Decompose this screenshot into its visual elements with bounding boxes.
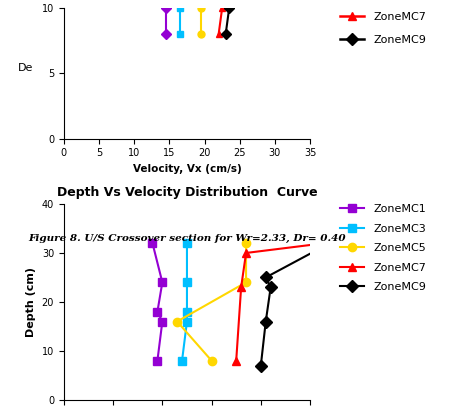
ZoneMC3 bbox=[179, 358, 184, 363]
ZoneMC9 bbox=[326, 241, 332, 246]
ZoneMC1 bbox=[159, 319, 165, 324]
ZoneMC3 bbox=[184, 241, 189, 246]
Y-axis label: Depth (cm): Depth (cm) bbox=[26, 267, 36, 337]
Text: Figure 8. U/S Crossover section for Wr=2.33, Dr= 0.40: Figure 8. U/S Crossover section for Wr=2… bbox=[28, 234, 345, 243]
ZoneMC3 bbox=[184, 280, 189, 285]
Line: ZoneMC3: ZoneMC3 bbox=[177, 239, 191, 365]
ZoneMC1 bbox=[154, 358, 160, 363]
ZoneMC1 bbox=[149, 241, 155, 246]
Line: ZoneMC1: ZoneMC1 bbox=[148, 239, 166, 365]
Y-axis label: De: De bbox=[17, 63, 33, 73]
ZoneMC5 bbox=[208, 358, 214, 363]
ZoneMC5 bbox=[174, 319, 179, 324]
ZoneMC1 bbox=[159, 280, 165, 285]
ZoneMC9 bbox=[263, 275, 268, 280]
ZoneMC1 bbox=[154, 309, 160, 314]
Line: ZoneMC7: ZoneMC7 bbox=[232, 239, 329, 365]
Line: ZoneMC9: ZoneMC9 bbox=[256, 239, 333, 370]
ZoneMC7 bbox=[238, 285, 243, 290]
ZoneMC5 bbox=[243, 280, 248, 285]
Legend: ZoneMC1, ZoneMC3, ZoneMC5, ZoneMC7, ZoneMC9: ZoneMC1, ZoneMC3, ZoneMC5, ZoneMC7, Zone… bbox=[334, 200, 430, 297]
ZoneMC9 bbox=[268, 285, 273, 290]
ZoneMC9 bbox=[263, 319, 268, 324]
ZoneMC3 bbox=[184, 319, 189, 324]
ZoneMC5 bbox=[243, 241, 248, 246]
ZoneMC3 bbox=[184, 309, 189, 314]
Title: Depth Vs Velocity Distribution  Curve: Depth Vs Velocity Distribution Curve bbox=[56, 186, 317, 199]
Legend: ZoneMC7, ZoneMC9: ZoneMC7, ZoneMC9 bbox=[334, 7, 430, 49]
ZoneMC7 bbox=[233, 358, 238, 363]
Line: ZoneMC5: ZoneMC5 bbox=[172, 239, 250, 365]
ZoneMC9 bbox=[258, 363, 263, 368]
ZoneMC7 bbox=[321, 241, 327, 246]
X-axis label: Velocity, Vx (cm/s): Velocity, Vx (cm/s) bbox=[132, 164, 241, 174]
ZoneMC7 bbox=[243, 251, 248, 255]
